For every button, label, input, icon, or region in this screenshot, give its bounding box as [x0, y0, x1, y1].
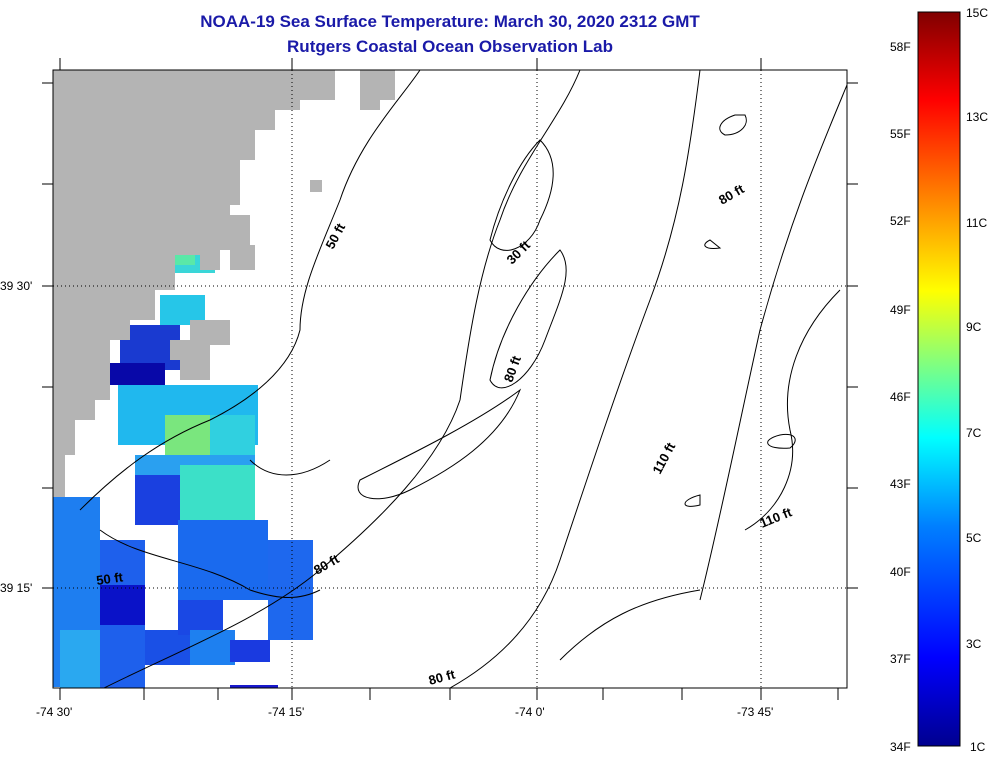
colorbar-top-label: 15C: [966, 6, 989, 20]
lat-label: 39 30': [0, 279, 33, 293]
colorbar-f-label: 58F: [890, 40, 911, 54]
colorbar-bottom-left: 34F: [890, 740, 911, 754]
contour-label: 30 ft: [504, 237, 534, 267]
contour-label: 80 ft: [427, 666, 457, 688]
coastline-land: [53, 70, 335, 497]
contour-label: 50 ft: [95, 569, 124, 588]
lon-label: -74 15': [268, 705, 305, 719]
colorbar-f-label: 46F: [890, 390, 911, 404]
colorbar-f-label: 52F: [890, 214, 911, 228]
grid-lines: [53, 70, 847, 688]
colorbar-f-label: 55F: [890, 127, 911, 141]
bathymetry-contours: [79, 70, 847, 688]
colorbar-f-label: 49F: [890, 303, 911, 317]
colorbar: [917, 11, 961, 747]
colorbar-c-label: 13C: [966, 110, 989, 124]
lon-label: -74 0': [515, 705, 545, 719]
colorbar-f-label: 43F: [890, 477, 911, 491]
colorbar-c-label: 3C: [966, 637, 982, 651]
colorbar-f-label: 37F: [890, 652, 911, 666]
contour-label: 110 ft: [649, 439, 678, 476]
lon-label: -73 45': [737, 705, 774, 719]
contour-label: 80 ft: [716, 181, 747, 208]
colorbar-c-label: 5C: [966, 531, 982, 545]
colorbar-bottom-right: 1C: [970, 740, 986, 754]
contour-label: 80 ft: [501, 353, 524, 384]
contour-label: 50 ft: [322, 220, 348, 251]
colorbar-c-label: 7C: [966, 426, 982, 440]
colorbar-c-label: 9C: [966, 320, 982, 334]
contour-label: 110 ft: [758, 504, 795, 531]
map-title: NOAA-19 Sea Surface Temperature: March 3…: [200, 12, 700, 31]
tick-marks: [42, 58, 858, 700]
lat-label: 39 15': [0, 581, 33, 595]
lon-label: -74 30': [36, 705, 73, 719]
map-subtitle: Rutgers Coastal Ocean Observation Lab: [287, 37, 613, 56]
sst-data: [53, 228, 313, 688]
colorbar-c-label: 11C: [966, 216, 988, 230]
colorbar-f-label: 40F: [890, 565, 911, 579]
